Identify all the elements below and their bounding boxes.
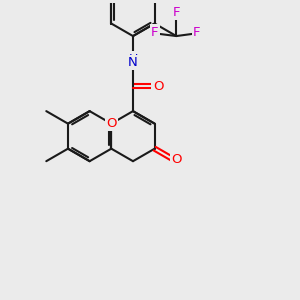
Text: N: N — [128, 56, 138, 69]
Text: F: F — [193, 26, 200, 39]
Text: F: F — [151, 26, 159, 39]
Text: F: F — [172, 6, 180, 19]
Text: O: O — [106, 117, 117, 130]
Text: O: O — [171, 153, 181, 166]
Text: O: O — [153, 80, 163, 93]
Text: H: H — [128, 52, 138, 65]
